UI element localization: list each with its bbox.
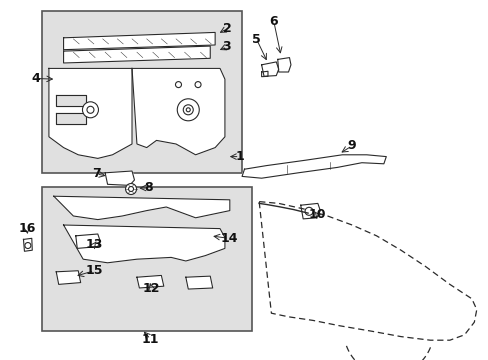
Text: 2: 2 <box>222 22 231 35</box>
Circle shape <box>82 102 98 118</box>
Text: 5: 5 <box>252 33 261 46</box>
Text: 11: 11 <box>142 333 159 346</box>
Polygon shape <box>185 276 212 289</box>
Circle shape <box>305 207 312 215</box>
Circle shape <box>183 105 193 115</box>
Polygon shape <box>56 95 85 106</box>
Circle shape <box>175 82 181 87</box>
Circle shape <box>186 108 190 112</box>
Polygon shape <box>105 171 134 185</box>
Text: 16: 16 <box>18 222 36 235</box>
Text: 1: 1 <box>235 150 244 163</box>
Polygon shape <box>63 46 210 63</box>
Text: 15: 15 <box>85 264 103 277</box>
Text: 4: 4 <box>31 72 40 85</box>
Polygon shape <box>56 113 85 124</box>
Polygon shape <box>261 62 278 76</box>
Text: 7: 7 <box>92 167 101 180</box>
Polygon shape <box>76 234 100 248</box>
Circle shape <box>25 243 31 248</box>
Text: 9: 9 <box>347 139 356 152</box>
Circle shape <box>87 106 94 113</box>
Circle shape <box>128 186 133 192</box>
Polygon shape <box>63 225 224 263</box>
Bar <box>41 187 251 331</box>
Polygon shape <box>63 32 215 50</box>
Circle shape <box>195 82 201 87</box>
Polygon shape <box>23 238 32 251</box>
Circle shape <box>177 99 199 121</box>
Polygon shape <box>277 58 290 72</box>
Text: 14: 14 <box>220 232 237 245</box>
Polygon shape <box>49 68 132 158</box>
Polygon shape <box>242 155 386 178</box>
Text: 13: 13 <box>85 238 103 251</box>
Circle shape <box>125 184 136 194</box>
Text: 8: 8 <box>143 181 152 194</box>
Polygon shape <box>300 203 320 219</box>
Text: 6: 6 <box>269 15 278 28</box>
Polygon shape <box>56 271 81 284</box>
Text: 10: 10 <box>307 208 325 221</box>
Text: 12: 12 <box>142 282 160 295</box>
Text: 3: 3 <box>222 40 231 53</box>
Polygon shape <box>137 275 163 288</box>
Bar <box>41 11 242 173</box>
Polygon shape <box>54 196 229 220</box>
Polygon shape <box>261 71 267 77</box>
Polygon shape <box>132 68 224 155</box>
